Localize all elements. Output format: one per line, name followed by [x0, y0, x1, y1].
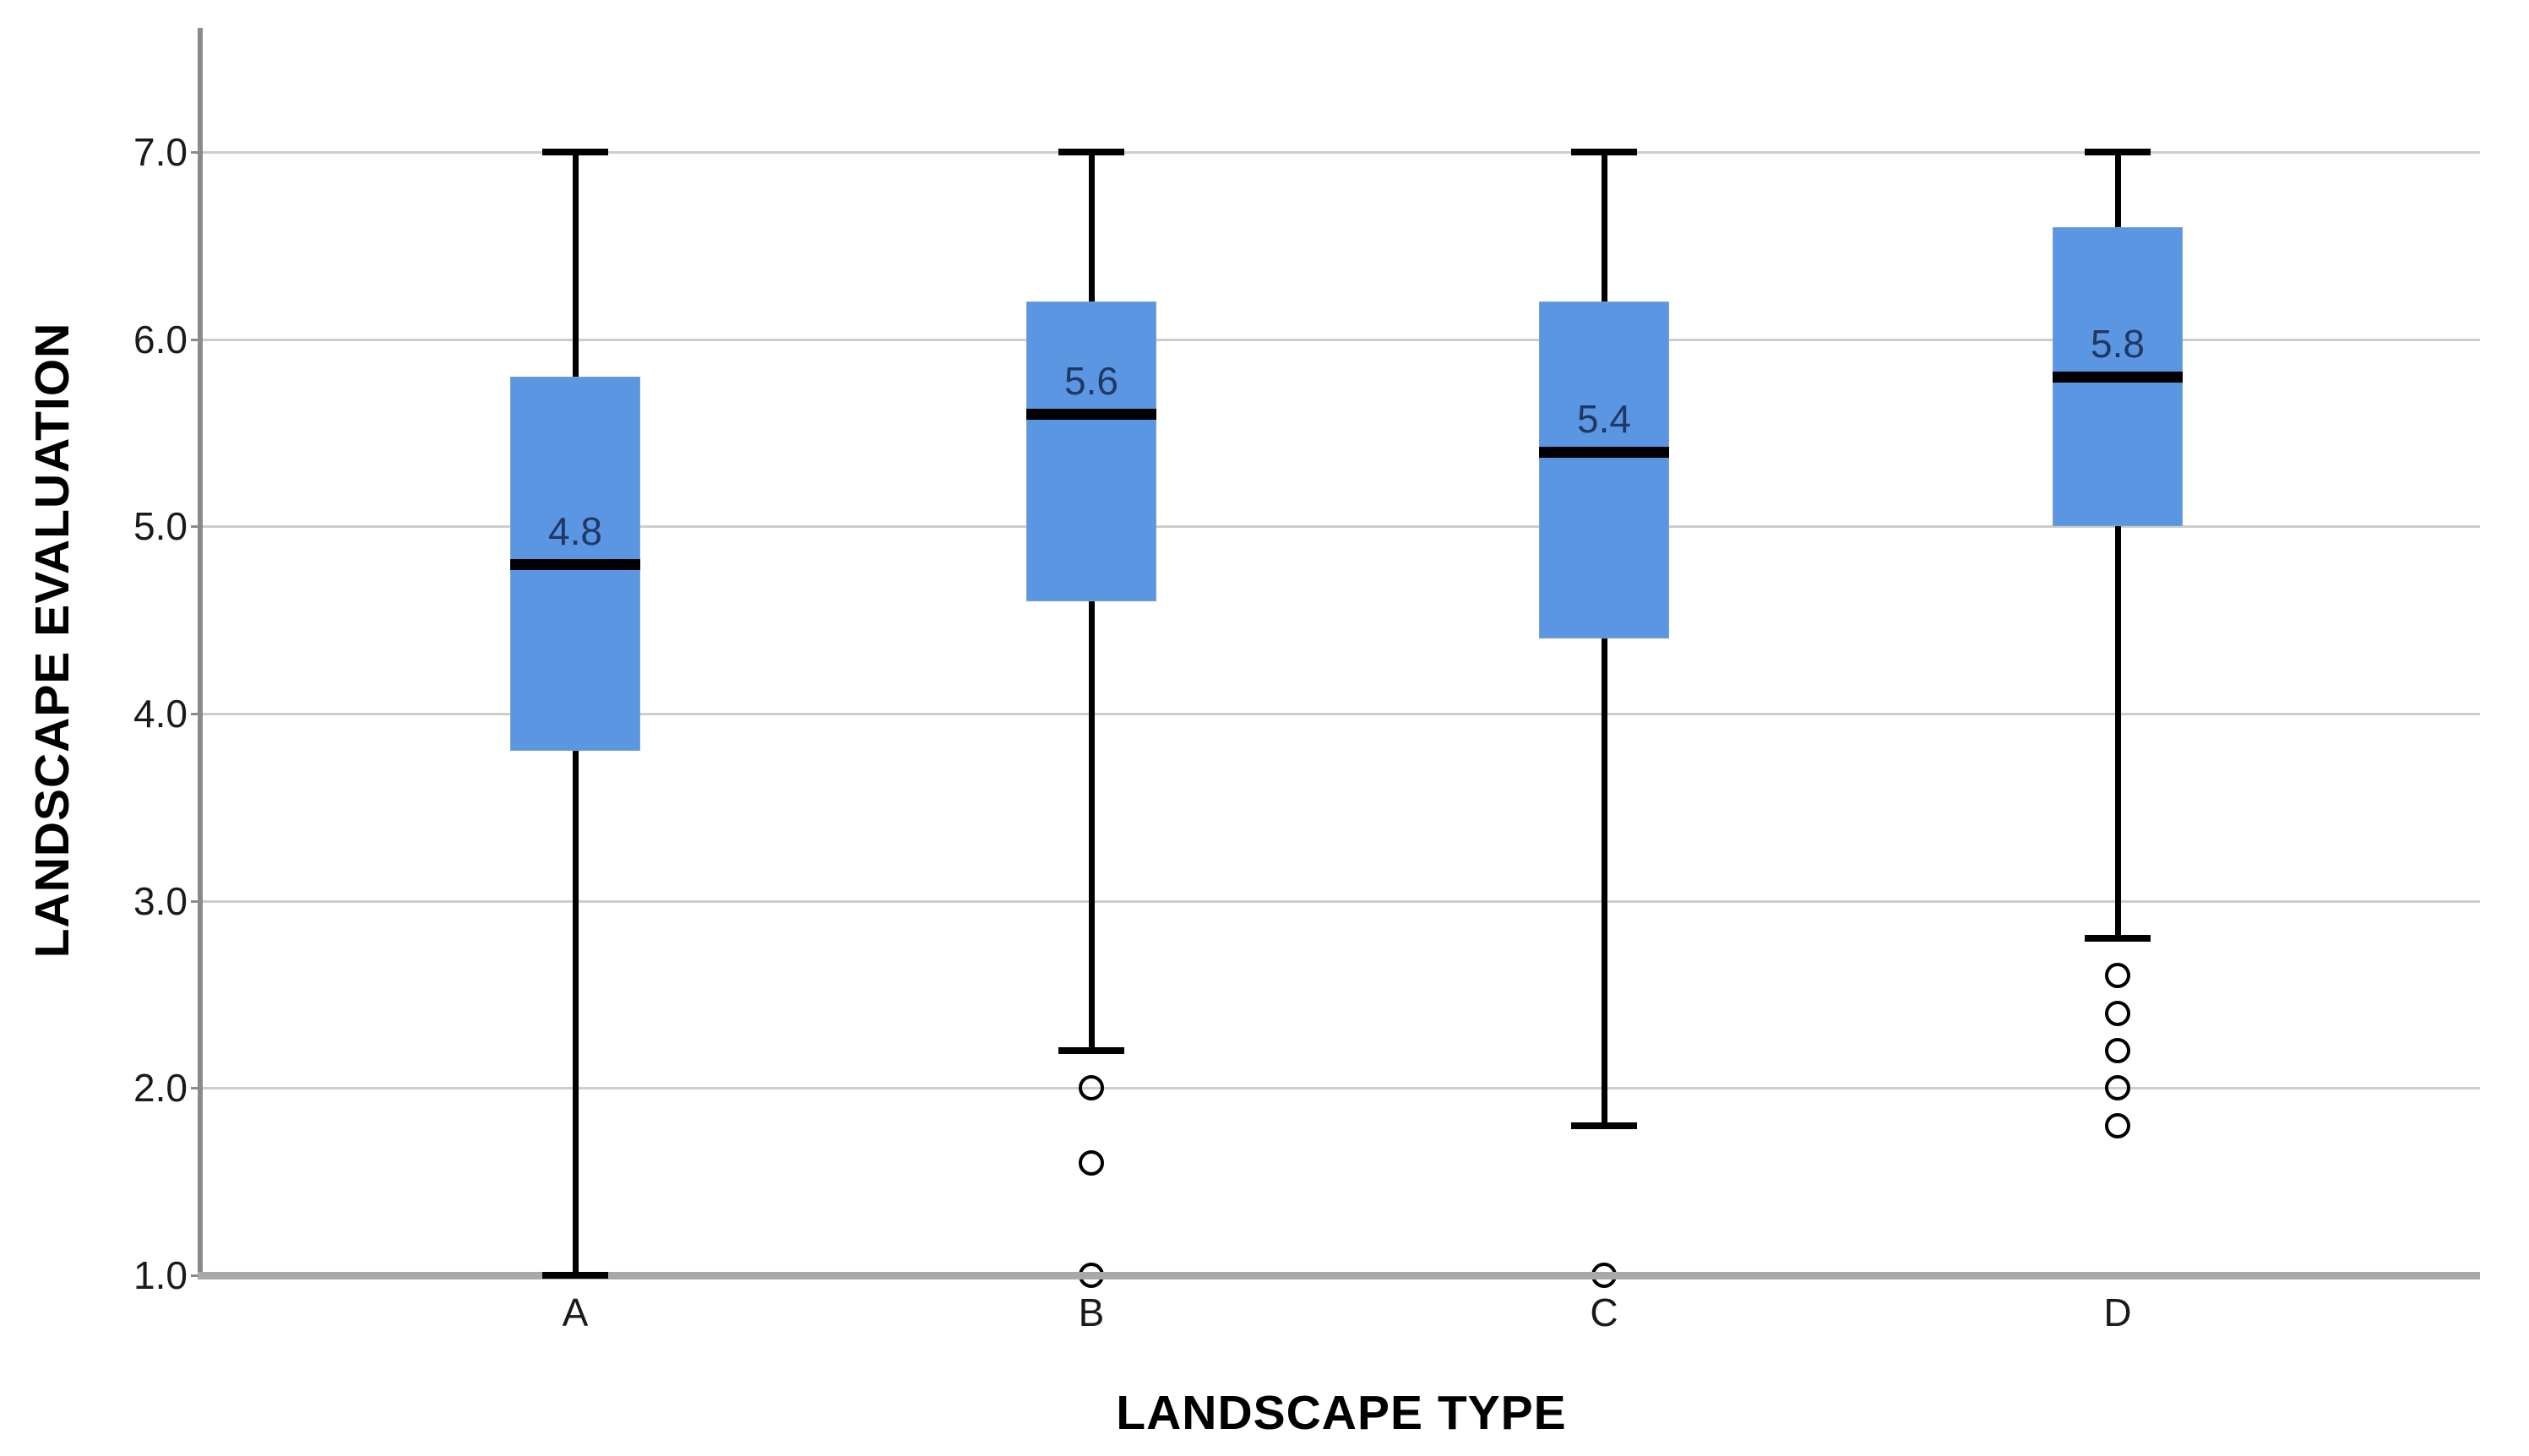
y-gridline: [203, 1087, 2480, 1090]
median-value-label: 5.8: [2091, 322, 2145, 366]
y-axis-line: [198, 28, 203, 1279]
upper-whisker-line: [572, 152, 579, 377]
x-axis-title: LANDSCAPE TYPE: [1116, 1386, 1567, 1440]
lower-whisker-cap: [1058, 1047, 1124, 1054]
median-line: [1026, 409, 1156, 421]
outlier-point: [2105, 1038, 2130, 1063]
x-category-label: C: [1590, 1290, 1618, 1334]
lower-whisker-cap: [542, 1272, 608, 1279]
y-gridline: [203, 151, 2480, 154]
x-category-label: B: [1078, 1290, 1105, 1334]
y-tick-mark: [191, 1274, 203, 1277]
outlier-point: [1079, 1150, 1104, 1176]
upper-whisker-cap: [1058, 149, 1124, 155]
median-value-label: 5.4: [1577, 396, 1631, 441]
upper-whisker-line: [2114, 152, 2121, 227]
y-tick-label: 2.0: [133, 1066, 188, 1111]
y-gridline: [203, 899, 2480, 903]
upper-whisker-line: [1601, 152, 1607, 302]
y-tick-mark: [191, 525, 203, 529]
x-category-label: D: [2103, 1290, 2132, 1334]
y-gridline: [203, 525, 2480, 529]
iqr-box: [1026, 302, 1156, 601]
y-gridline: [203, 713, 2480, 715]
y-axis-title: LANDSCAPE EVALUATION: [25, 322, 79, 959]
outlier-point: [1079, 1075, 1104, 1101]
median-line: [510, 558, 640, 570]
outlier-point: [2105, 1075, 2130, 1101]
y-tick-mark: [191, 713, 203, 715]
lower-whisker-line: [1601, 638, 1607, 1126]
y-tick-label: 4.0: [133, 692, 188, 736]
y-tick-label: 5.0: [133, 504, 188, 549]
outlier-point: [2105, 963, 2130, 989]
lower-whisker-cap: [2085, 935, 2151, 942]
y-tick-mark: [191, 899, 203, 903]
lower-whisker-line: [572, 751, 579, 1275]
median-line: [2053, 372, 2183, 383]
y-tick-mark: [191, 151, 203, 154]
lower-whisker-cap: [1571, 1122, 1637, 1129]
upper-whisker-cap: [1571, 149, 1637, 155]
x-axis-line: [198, 1272, 2480, 1279]
y-tick-label: 7.0: [133, 130, 188, 174]
upper-whisker-cap: [2085, 149, 2151, 155]
median-value-label: 4.8: [548, 508, 602, 553]
y-tick-label: 3.0: [133, 878, 188, 923]
x-category-label: A: [562, 1290, 589, 1334]
median-value-label: 5.6: [1064, 359, 1118, 404]
y-tick-label: 6.0: [133, 317, 188, 361]
y-gridline: [203, 338, 2480, 341]
outlier-point: [2105, 1000, 2130, 1026]
upper-whisker-cap: [542, 149, 608, 155]
iqr-box: [1539, 302, 1669, 639]
lower-whisker-line: [1088, 601, 1095, 1051]
y-tick-mark: [191, 338, 203, 341]
y-tick-mark: [191, 1087, 203, 1090]
y-tick-label: 1.0: [133, 1253, 188, 1297]
outlier-point: [2105, 1112, 2130, 1138]
lower-whisker-line: [2114, 526, 2121, 938]
median-line: [1539, 446, 1669, 458]
upper-whisker-line: [1088, 152, 1095, 302]
